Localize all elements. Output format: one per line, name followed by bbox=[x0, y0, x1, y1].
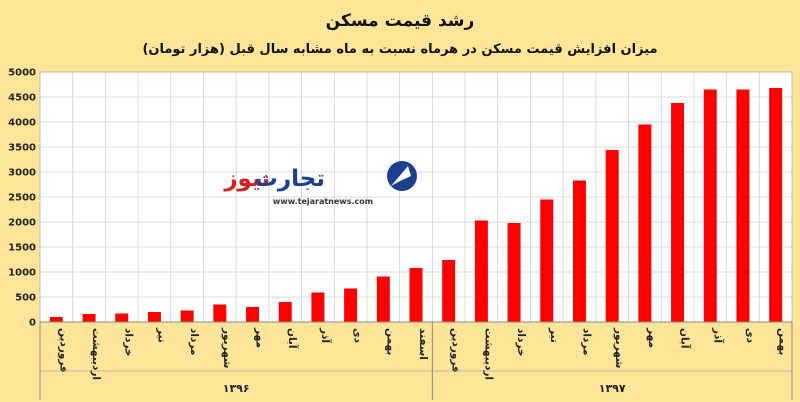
watermark-arrow-icon bbox=[391, 166, 411, 186]
watermark-logo: نیوز تجارت www.tejaratnews.com bbox=[223, 161, 417, 206]
x-tick-label: آذر bbox=[711, 327, 724, 343]
bar bbox=[769, 88, 783, 322]
x-tick-label: تیر bbox=[155, 327, 167, 343]
group-label: ۱۳۹۶ bbox=[223, 382, 250, 395]
x-tick-label: دی bbox=[352, 328, 364, 344]
x-tick-label: شهریور bbox=[613, 327, 625, 368]
bar bbox=[409, 268, 423, 322]
bar bbox=[344, 288, 358, 322]
bar bbox=[180, 310, 194, 322]
bar bbox=[278, 302, 292, 322]
x-tick-label: خرداد bbox=[123, 328, 135, 356]
y-tick-label: 1000 bbox=[8, 268, 36, 279]
bar bbox=[736, 89, 750, 322]
bar bbox=[311, 292, 325, 322]
bar bbox=[246, 307, 260, 322]
x-tick-label: اسفند bbox=[417, 328, 429, 360]
x-tick-label: مرداد bbox=[188, 328, 200, 355]
watermark-url: www.tejaratnews.com bbox=[273, 197, 373, 206]
y-tick-label: 1500 bbox=[8, 243, 36, 254]
x-tick-label: تیر bbox=[548, 327, 560, 343]
x-tick-label: دی bbox=[744, 328, 756, 344]
bar bbox=[638, 124, 652, 322]
x-tick-label: مهر bbox=[254, 327, 266, 348]
x-tick-label: مهر bbox=[646, 327, 658, 348]
bar bbox=[376, 276, 390, 322]
x-tick-label: آبان bbox=[679, 328, 692, 349]
x-tick-label: خرداد bbox=[515, 328, 527, 356]
grid-lines bbox=[40, 72, 792, 322]
y-tick-label: 4000 bbox=[8, 118, 36, 129]
bar bbox=[540, 199, 554, 322]
bar bbox=[605, 150, 619, 322]
y-tick-label: 2000 bbox=[8, 218, 36, 229]
x-axis: فروردین اردیبهشت خرداد تیر مرداد شهریور مهر آبا… bbox=[39, 321, 793, 400]
chart-title: رشد قیمت مسکن bbox=[326, 11, 475, 31]
x-tick-label: اردیبهشت bbox=[90, 328, 102, 380]
bar bbox=[507, 223, 521, 322]
bar bbox=[213, 304, 227, 322]
x-tick-label: فروردین bbox=[57, 328, 69, 373]
y-tick-label: 3500 bbox=[8, 143, 36, 154]
bar bbox=[703, 89, 717, 322]
bar bbox=[147, 312, 161, 322]
x-tick-label: شهریور bbox=[221, 327, 233, 368]
bar bbox=[442, 260, 456, 322]
bar bbox=[82, 314, 96, 322]
bar bbox=[115, 313, 129, 322]
x-tick-label: اردیبهشت bbox=[482, 328, 494, 380]
x-tick-label: بهمن bbox=[777, 328, 789, 355]
y-tick-label: 5000 bbox=[8, 68, 36, 79]
watermark-brand-prefix: تجارت bbox=[255, 166, 325, 192]
y-tick-label: 0 bbox=[29, 318, 36, 329]
x-tick-label: آذر bbox=[319, 327, 332, 343]
y-axis: 0 500 1000 1500 2000 2500 3000 3500 4000 4500 5000 bbox=[8, 68, 36, 329]
y-tick-label: 2500 bbox=[8, 193, 36, 204]
x-tick-label: فروردین bbox=[450, 328, 462, 373]
y-tick-label: 3000 bbox=[8, 168, 36, 179]
watermark-brand-suffix: نیوز bbox=[223, 166, 270, 192]
group-label: ۱۳۹۷ bbox=[599, 382, 626, 395]
bars bbox=[49, 88, 783, 322]
bar bbox=[49, 317, 63, 322]
bar bbox=[572, 180, 586, 322]
chart-subtitle: میزان افزایش قیمت مسکن در هرماه نسبت به … bbox=[142, 42, 657, 57]
bar bbox=[671, 103, 685, 322]
y-tick-label: 4500 bbox=[8, 93, 36, 104]
x-tick-label: بهمن bbox=[384, 328, 396, 355]
x-tick-label: مرداد bbox=[580, 328, 592, 355]
x-tick-label: آبان bbox=[286, 328, 299, 349]
y-tick-label: 500 bbox=[15, 293, 36, 304]
bar bbox=[474, 220, 488, 322]
